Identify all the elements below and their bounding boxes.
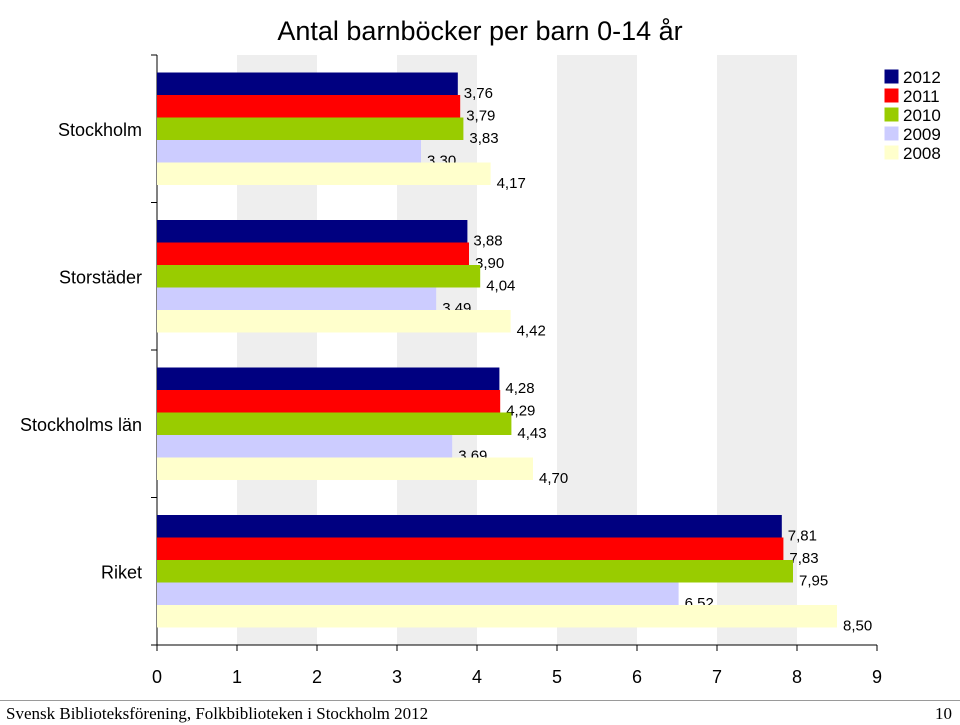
data-label: 8,50 <box>843 617 872 634</box>
data-label: 7,95 <box>799 572 828 589</box>
bar <box>157 310 511 333</box>
data-label: 4,17 <box>497 175 526 192</box>
bar <box>157 412 512 435</box>
bar <box>157 435 453 458</box>
bar <box>157 117 464 140</box>
data-label: 4,42 <box>517 322 546 339</box>
data-label: 3,83 <box>469 130 498 147</box>
legend-swatch <box>884 145 899 160</box>
data-label: 4,43 <box>517 425 546 442</box>
x-tick-label: 8 <box>792 667 802 687</box>
bar <box>157 457 533 480</box>
category-label: Storstäder <box>59 267 142 287</box>
category-label: Stockholms län <box>20 415 142 435</box>
x-tick-label: 2 <box>312 667 322 687</box>
category-label: Stockholm <box>58 120 142 140</box>
bar <box>157 367 500 390</box>
x-tick-label: 7 <box>712 667 722 687</box>
bar <box>157 140 421 163</box>
x-tick-label: 1 <box>232 667 242 687</box>
category-label: Riket <box>101 562 142 582</box>
x-tick-label: 9 <box>872 667 882 687</box>
x-tick-label: 3 <box>392 667 402 687</box>
legend-label: 2012 <box>903 68 941 87</box>
data-label: 4,04 <box>486 277 515 294</box>
data-label: 4,29 <box>506 402 535 419</box>
data-label: 7,81 <box>788 527 817 544</box>
data-label: 4,70 <box>539 470 568 487</box>
bar <box>157 560 793 583</box>
legend-label: 2011 <box>903 87 940 106</box>
footer-divider <box>0 700 960 701</box>
x-tick-label: 5 <box>552 667 562 687</box>
legend-label: 2010 <box>903 106 941 125</box>
legend-swatch <box>884 88 899 103</box>
legend-label: 2008 <box>903 144 941 163</box>
bar <box>157 605 837 628</box>
chart-title: Antal barnböcker per barn 0-14 år <box>277 16 682 46</box>
footer-source: Svensk Biblioteksförening, Folkbibliotek… <box>6 704 429 723</box>
page-number: 10 <box>935 704 952 723</box>
chart: Antal barnböcker per barn 0-14 år 0 1 2 3 4 5… <box>20 16 941 687</box>
plot-area: 0 1 2 3 4 5 6 7 8 9Stockholm3,763,793,833,304,17S… <box>20 54 882 687</box>
data-label: 3,79 <box>466 107 495 124</box>
legend-label: 2009 <box>903 125 941 144</box>
data-label: 7,83 <box>789 550 818 567</box>
data-label: 3,88 <box>473 232 502 249</box>
x-tick-label: 6 <box>632 667 642 687</box>
legend-swatch <box>884 107 899 122</box>
bar <box>157 287 437 310</box>
bar <box>157 220 468 243</box>
bar <box>157 390 501 413</box>
bar <box>157 582 679 605</box>
legend-swatch <box>884 126 899 141</box>
legend-swatch <box>884 69 899 84</box>
x-tick-label: 4 <box>472 667 482 687</box>
x-tick-label: 0 <box>152 667 162 687</box>
data-label: 3,90 <box>475 255 504 272</box>
bar <box>157 265 481 288</box>
bar <box>157 72 458 95</box>
bar <box>157 537 784 560</box>
bar <box>157 95 461 118</box>
data-label: 3,76 <box>464 85 493 102</box>
data-label: 4,28 <box>505 380 534 397</box>
bar <box>157 515 782 538</box>
bar <box>157 162 491 185</box>
bar <box>157 242 469 265</box>
